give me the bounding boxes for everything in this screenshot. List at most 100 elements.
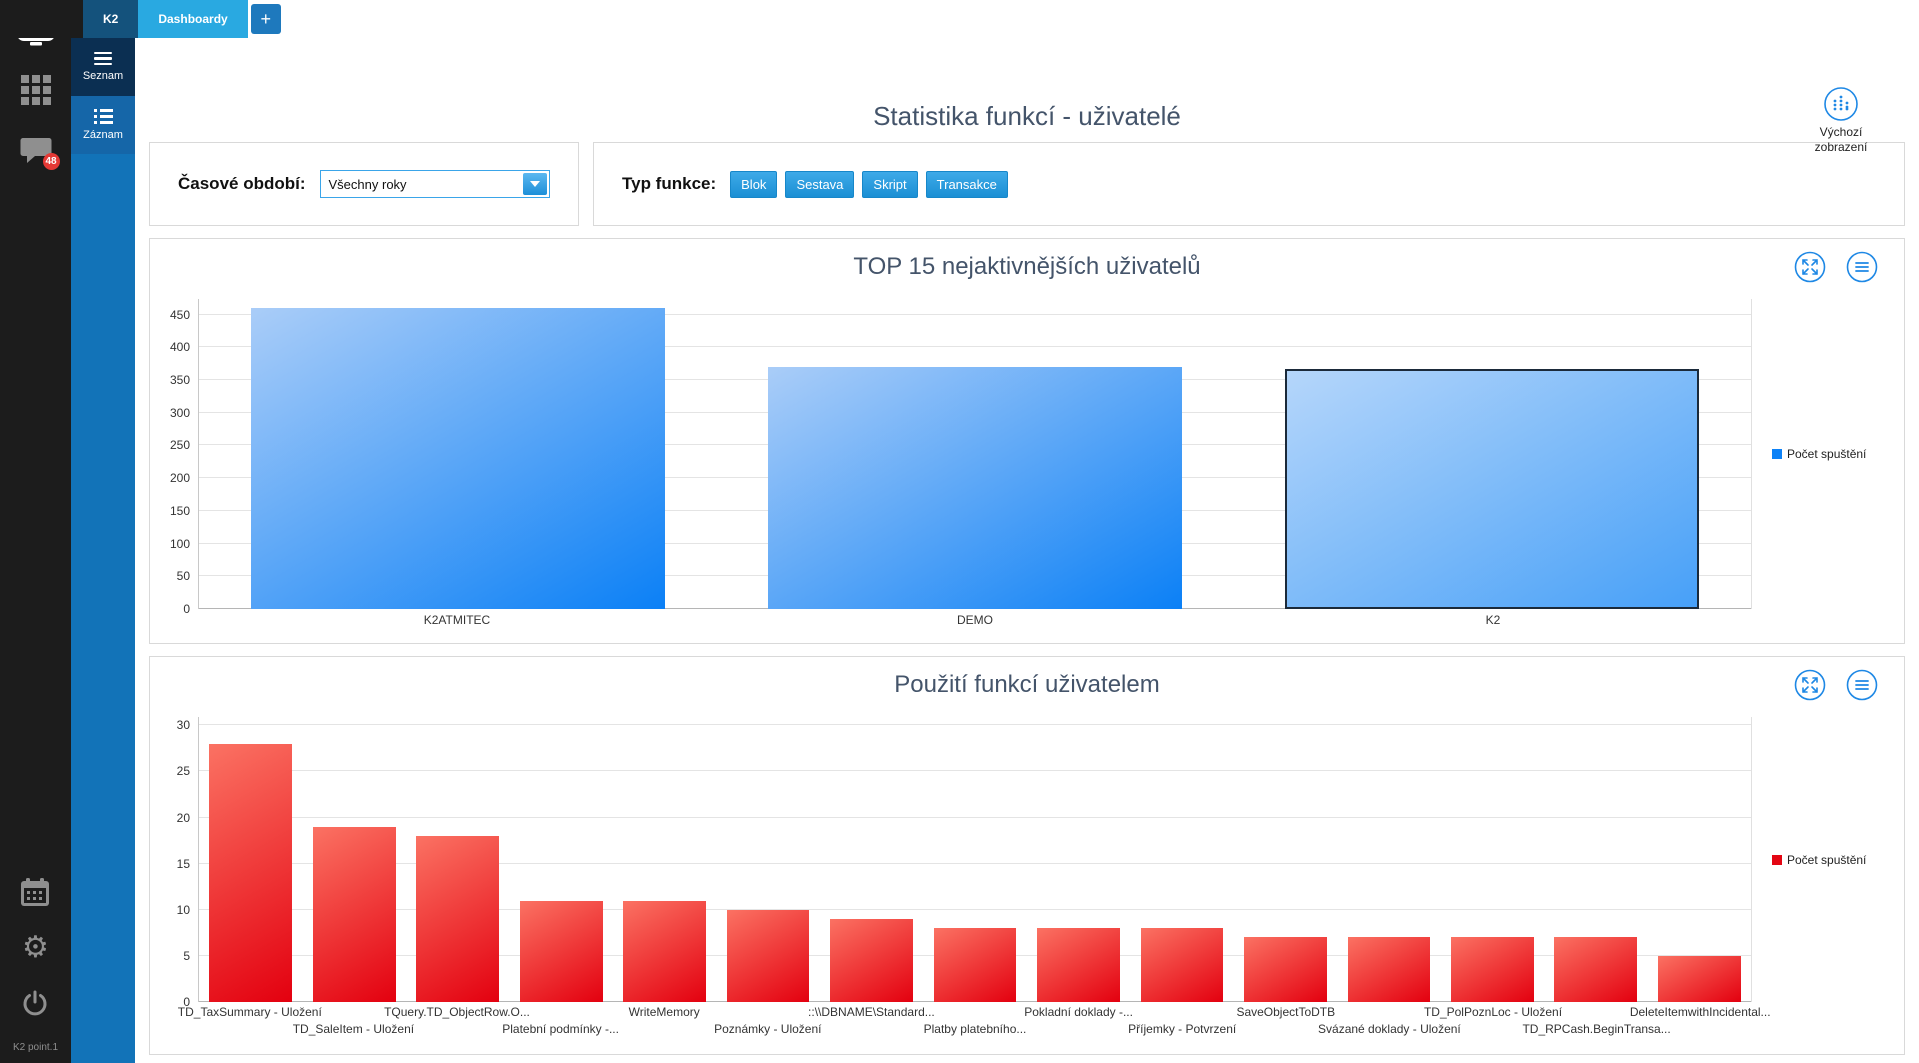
x-axis-label: Příjemky - Potvrzení <box>1128 1022 1237 1036</box>
chart-bar[interactable] <box>209 743 293 1002</box>
chart-title: Použití funkcí uživatelem <box>894 671 1160 698</box>
chat-icon[interactable]: 48 <box>16 132 60 170</box>
legend: Počet spuštění <box>1752 717 1904 1002</box>
calendar-icon[interactable] <box>15 874 55 910</box>
expand-icon[interactable] <box>1794 251 1826 288</box>
legend-swatch <box>1772 449 1782 459</box>
x-axis-label: TD_TaxSummary - Uložení <box>177 1005 322 1019</box>
x-axis-label: DEMO <box>957 613 993 627</box>
bar-slot <box>1234 717 1337 1002</box>
x-axis-label: Platební podmínky -... <box>502 1022 619 1036</box>
chart-menu-icon[interactable] <box>1846 669 1878 706</box>
chart-bar[interactable] <box>933 928 1017 1002</box>
add-tab-button[interactable]: + <box>250 4 281 34</box>
period-select-value: Všechny roky <box>328 176 407 192</box>
plot-area <box>198 717 1752 1002</box>
bar-slot <box>1648 717 1751 1002</box>
legend-swatch <box>1772 854 1782 865</box>
gear-icon[interactable]: ⚙ <box>22 931 49 964</box>
tab-bar: K2 Dashboardy + <box>0 0 1919 38</box>
x-axis-label: TD_RPCash.BeginTransa... <box>1522 1022 1671 1036</box>
chart-menu-icon[interactable] <box>1846 251 1878 288</box>
bar-slot <box>1441 717 1544 1002</box>
x-axis-label: Svázané doklady - Uložení <box>1318 1022 1461 1036</box>
x-axis-label: Poznámky - Uložení <box>714 1022 822 1036</box>
gridline <box>199 724 1751 726</box>
gridline <box>199 346 1751 348</box>
chart-bar[interactable] <box>1450 937 1534 1002</box>
nav-item-seznam[interactable]: Seznam <box>71 38 135 96</box>
main-content: Statistika funkcí - uživatelé Výchozí zo… <box>135 38 1919 1063</box>
y-tick-label: 30 <box>176 718 190 733</box>
bar-slot <box>199 717 302 1002</box>
bar-slot <box>716 717 819 1002</box>
type-button-blok[interactable]: Blok <box>730 170 778 198</box>
chart-bar[interactable] <box>1285 368 1700 609</box>
x-axis-label: ::\\DBNAME\Standard... <box>808 1005 935 1019</box>
bar-slot <box>820 717 923 1002</box>
tab-k2[interactable]: K2 <box>83 0 139 38</box>
bar-slot <box>406 717 509 1002</box>
chart-bar[interactable] <box>1554 937 1638 1002</box>
y-tick-label: 350 <box>169 373 190 388</box>
main-sidebar: 48 ⚙ <box>0 0 71 1063</box>
x-axis-label: DeleteItemwithIncidental... <box>1629 1005 1771 1019</box>
gridline <box>199 862 1751 864</box>
y-tick-label: 450 <box>169 307 190 322</box>
y-tick-label: 200 <box>169 471 190 486</box>
chart-bar[interactable] <box>1657 955 1741 1002</box>
hamburger-icon <box>94 51 112 66</box>
bar-slot <box>923 717 1026 1002</box>
secondary-nav: Seznam Záznam <box>71 38 135 1063</box>
chart-bar[interactable] <box>726 909 810 1002</box>
x-axis-label: Platby platebního... <box>923 1022 1027 1036</box>
chart-bar[interactable] <box>1347 937 1431 1002</box>
power-icon[interactable] <box>15 986 55 1022</box>
x-axis-label: Pokladní doklady -... <box>1024 1005 1133 1019</box>
chart-bar[interactable] <box>1140 928 1224 1002</box>
type-button-transakce[interactable]: Transakce <box>925 170 1008 198</box>
type-button-sestava[interactable]: Sestava <box>785 170 855 198</box>
bars-container <box>199 299 1751 609</box>
chart-bar[interactable] <box>830 919 913 1002</box>
y-tick-label: 0 <box>183 995 190 1009</box>
chart-header: TOP 15 nejaktivnějších uživatelů <box>150 247 1904 293</box>
chart-header: Použití funkcí uživatelem <box>150 665 1904 711</box>
type-button-skript[interactable]: Skript <box>862 170 918 198</box>
filters-row: Časové období: Všechny roky Typ funkce: … <box>149 142 1905 226</box>
y-tick-label: 5 <box>183 948 190 963</box>
y-tick-label: 100 <box>169 536 190 551</box>
chart-title: TOP 15 nejaktivnějších uživatelů <box>853 253 1201 280</box>
tabbar-left-pad <box>0 0 83 38</box>
chart-bar[interactable] <box>519 900 603 1002</box>
legend: Počet spuštění <box>1752 299 1904 609</box>
chevron-down-icon[interactable] <box>523 173 547 195</box>
default-view-label: Výchozí zobrazení <box>1814 125 1868 154</box>
chart-bar[interactable] <box>312 826 396 1002</box>
chart-bar[interactable] <box>1037 928 1120 1002</box>
record-list-icon <box>93 109 113 124</box>
x-axis-labels: K2ATMITEC DEMO K2 <box>198 609 1752 635</box>
gridline <box>199 816 1751 818</box>
chart-bar[interactable] <box>250 308 665 609</box>
x-axis-label: TD_SaleItem - Uložení <box>292 1022 415 1036</box>
period-select[interactable]: Všechny roky <box>319 170 550 198</box>
expand-icon[interactable] <box>1794 669 1826 706</box>
y-tick-label: 50 <box>176 569 190 584</box>
bar-slot <box>1234 299 1751 609</box>
apps-grid-icon[interactable] <box>16 72 56 108</box>
dashboard-dots-icon <box>1824 87 1858 121</box>
chart-bar[interactable] <box>416 835 500 1002</box>
bar-slot <box>1544 717 1647 1002</box>
bar-slot <box>509 717 612 1002</box>
period-filter-box: Časové období: Všechny roky <box>149 142 579 226</box>
chart-bar[interactable] <box>1244 937 1327 1002</box>
gridline <box>199 908 1751 910</box>
default-view-button[interactable]: Výchozí zobrazení <box>1793 86 1889 155</box>
x-axis-label: TD_PolPoznLoc - Uložení <box>1423 1005 1563 1019</box>
chart-bar[interactable] <box>768 366 1182 609</box>
gridline <box>199 313 1751 315</box>
chart-bar[interactable] <box>623 900 706 1002</box>
nav-item-zaznam[interactable]: Záznam <box>71 96 135 154</box>
tab-dashboardy[interactable]: Dashboardy <box>138 0 248 38</box>
